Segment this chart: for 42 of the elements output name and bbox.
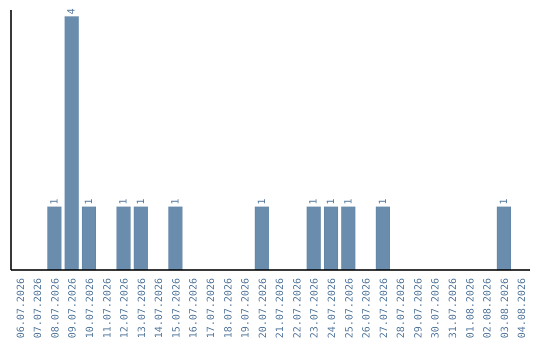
- x-tick-label: 22.07.2026: [292, 278, 304, 338]
- x-tick-label: 20.07.2026: [258, 278, 269, 338]
- data-label: 1: [326, 198, 338, 205]
- x-tick-label: 16.07.2026: [188, 278, 200, 338]
- data-label: 1: [170, 198, 182, 205]
- x-tick-label: 25.07.2026: [344, 278, 356, 338]
- x-tick-label: 12.07.2026: [120, 278, 131, 338]
- x-tick-label: 19.07.2026: [240, 278, 252, 338]
- x-tick-label: 31.07.2026: [448, 278, 460, 338]
- data-label: 1: [136, 198, 147, 205]
- data-label: 1: [498, 198, 510, 205]
- data-label: 1: [49, 198, 60, 205]
- x-tick-label: 02.08.2026: [482, 278, 494, 338]
- x-tick-label: 18.07.2026: [223, 278, 234, 338]
- x-tick-label: 14.07.2026: [154, 278, 166, 338]
- x-tick-label: 27.07.2026: [378, 278, 390, 338]
- x-tick-label: 06.07.2026: [16, 278, 27, 338]
- x-tick-label: 09.07.2026: [68, 278, 79, 338]
- x-tick-label: 03.08.2026: [500, 278, 511, 338]
- data-label: 1: [84, 198, 95, 205]
- data-label: 4: [66, 8, 78, 14]
- data-label: 1: [256, 198, 268, 205]
- x-tick-label: 29.07.2026: [413, 278, 424, 338]
- x-tick-label: 11.07.2026: [102, 278, 114, 338]
- x-tick-label: 15.07.2026: [171, 278, 182, 338]
- x-tick-label: 17.07.2026: [206, 278, 217, 338]
- x-tick-label: 24.07.2026: [327, 278, 338, 338]
- data-label: 1: [343, 198, 354, 205]
- x-tick-label: 13.07.2026: [136, 278, 148, 338]
- data-label: 1: [378, 198, 389, 205]
- data-label: 1: [118, 198, 130, 205]
- x-tick-label: 04.08.2026: [517, 278, 528, 338]
- x-tick-label: 01.08.2026: [465, 278, 476, 338]
- x-tick-label: 07.07.2026: [33, 278, 44, 338]
- x-tick-label: 21.07.2026: [275, 278, 286, 338]
- x-tick-label: 10.07.2026: [84, 278, 96, 338]
- x-tick-label: 08.07.2026: [50, 278, 62, 338]
- x-tick-label: 28.07.2026: [396, 278, 408, 338]
- x-tick-label: 30.07.2026: [430, 278, 442, 338]
- x-tick-label: 26.07.2026: [362, 278, 373, 338]
- x-tick-label: 23.07.2026: [310, 278, 321, 338]
- data-label: 1: [308, 198, 320, 205]
